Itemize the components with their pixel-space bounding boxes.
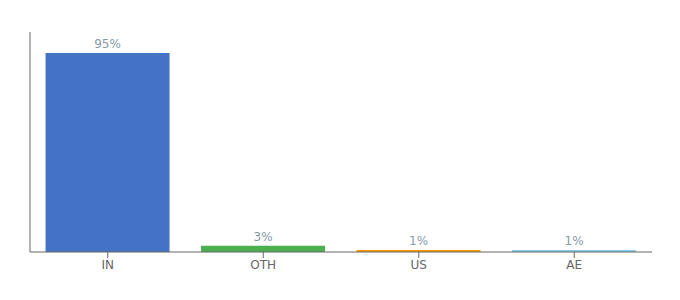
svg-text:3%: 3% <box>254 230 273 244</box>
svg-text:IN: IN <box>101 258 114 272</box>
svg-text:1%: 1% <box>565 234 584 248</box>
svg-text:OTH: OTH <box>250 258 276 272</box>
svg-text:US: US <box>411 258 427 272</box>
svg-text:AE: AE <box>566 258 582 272</box>
svg-text:1%: 1% <box>409 234 428 248</box>
svg-text:95%: 95% <box>94 37 121 51</box>
